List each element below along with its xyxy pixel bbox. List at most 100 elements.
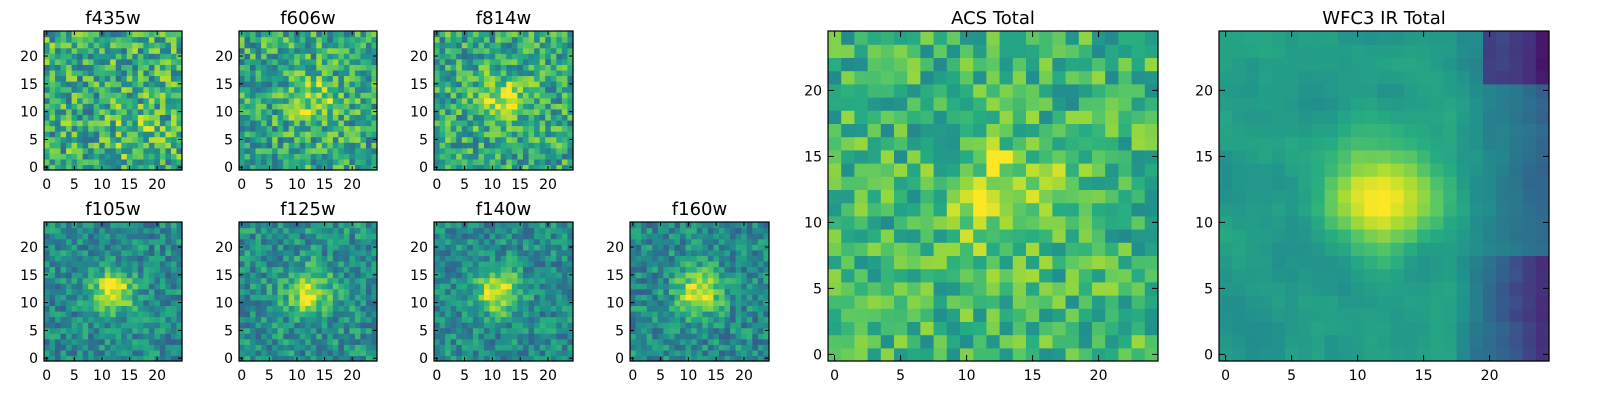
heatmap-cell: [55, 142, 62, 149]
heatmap-cell: [343, 158, 350, 166]
heatmap-cell: [121, 277, 128, 284]
heatmap-cell: [360, 147, 367, 154]
heatmap-cell: [528, 277, 535, 284]
heatmap-cell: [66, 142, 73, 149]
heatmap-cell: [478, 344, 485, 351]
heatmap-cell: [255, 233, 262, 240]
heatmap-cell: [288, 64, 295, 71]
heatmap-cell: [310, 344, 317, 351]
heatmap-cell: [266, 92, 273, 99]
heatmap-cell: [528, 349, 535, 357]
heatmap-cell: [461, 316, 468, 323]
heatmap-cell: [517, 147, 524, 154]
heatmap-cell: [327, 266, 334, 273]
heatmap-cell: [484, 310, 491, 318]
heatmap-cell: [484, 125, 491, 132]
heatmap-cell: [272, 108, 279, 115]
heatmap-cell: [338, 244, 345, 251]
heatmap-cell: [506, 97, 513, 104]
heatmap-cell: [148, 244, 155, 251]
heatmap-cell: [77, 142, 84, 149]
heatmap-cell: [1026, 202, 1040, 217]
heatmap-cell: [165, 277, 172, 284]
heatmap-cell: [746, 272, 753, 279]
heatmap-cell: [349, 125, 356, 132]
heatmap-cell: [713, 294, 720, 301]
heatmap-cell: [104, 299, 111, 306]
heatmap-cell: [663, 338, 670, 345]
heatmap-cell: [110, 316, 117, 323]
heatmap-cell: [371, 222, 378, 229]
heatmap-cell: [343, 75, 350, 82]
heatmap-cell: [735, 310, 742, 318]
heatmap-cell: [316, 53, 323, 60]
heatmap-cell: [277, 64, 284, 71]
heatmap-cell: [517, 322, 524, 329]
heatmap-cell: [652, 277, 659, 284]
heatmap-cell: [60, 136, 67, 143]
heatmap-cell: [495, 277, 502, 284]
heatmap-cell: [630, 227, 637, 234]
heatmap-cell: [310, 81, 317, 88]
heatmap-cell: [746, 349, 753, 357]
heatmap-cell: [310, 222, 317, 229]
heatmap-cell: [338, 108, 345, 115]
heatmap-cell: [668, 310, 676, 318]
heatmap-cell: [305, 125, 312, 132]
heatmap-cell: [93, 131, 100, 138]
heatmap-cell: [255, 355, 262, 362]
heatmap-cell: [82, 233, 89, 240]
heatmap-cell: [696, 333, 703, 340]
heatmap-cell: [343, 142, 350, 149]
heatmap-cell: [450, 142, 457, 149]
heatmap-cell: [567, 283, 574, 290]
heatmap-cell: [691, 227, 698, 234]
heatmap-cell: [946, 176, 961, 190]
heatmap-cell: [841, 163, 855, 177]
heatmap-cell: [170, 103, 178, 110]
heatmap-cell: [489, 233, 496, 240]
heatmap-cell: [165, 103, 172, 110]
heatmap-cell: [1052, 347, 1067, 362]
heatmap-cell: [478, 47, 485, 54]
heatmap-cell: [445, 103, 452, 110]
heatmap-cell: [93, 47, 100, 54]
heatmap-cell: [641, 305, 648, 312]
heatmap-cell: [1065, 308, 1080, 322]
heatmap-cell: [517, 103, 524, 110]
heatmap-cell: [668, 288, 676, 295]
heatmap-cell: [484, 119, 491, 127]
heatmap-cell: [104, 58, 111, 65]
heatmap-cell: [439, 158, 446, 166]
heatmap-cell: [239, 103, 246, 110]
heatmap-cell: [71, 42, 78, 49]
heatmap-cell: [894, 149, 908, 164]
heatmap-cell: [567, 103, 574, 110]
heatmap-cell: [713, 349, 720, 357]
heatmap-cell: [550, 305, 557, 312]
heatmap-cell: [365, 136, 373, 143]
heatmap-cell: [1078, 255, 1093, 270]
heatmap-cell: [511, 53, 518, 60]
heatmap-cell: [176, 294, 183, 301]
heatmap-cell: [746, 238, 753, 245]
heatmap-cell: [1131, 334, 1146, 349]
heatmap-cell: [724, 305, 731, 312]
heatmap-cell: [880, 176, 895, 190]
heatmap-cell: [920, 202, 935, 217]
heatmap-cell: [261, 244, 268, 251]
heatmap-cell: [495, 327, 502, 334]
heatmap-cell: [467, 294, 474, 301]
heatmap-cell: [143, 344, 150, 351]
heatmap-cell: [55, 81, 62, 88]
heatmap-cell: [920, 215, 935, 230]
heatmap-cell: [1065, 163, 1080, 177]
heatmap-cell: [288, 75, 295, 82]
heatmap-cell: [365, 260, 373, 268]
heatmap-cell: [261, 158, 268, 166]
heatmap-cell: [1105, 189, 1119, 204]
heatmap-cell: [456, 81, 463, 88]
heatmap-cell: [110, 338, 117, 345]
heatmap-cell: [88, 227, 95, 234]
heatmap-cell: [266, 294, 273, 301]
